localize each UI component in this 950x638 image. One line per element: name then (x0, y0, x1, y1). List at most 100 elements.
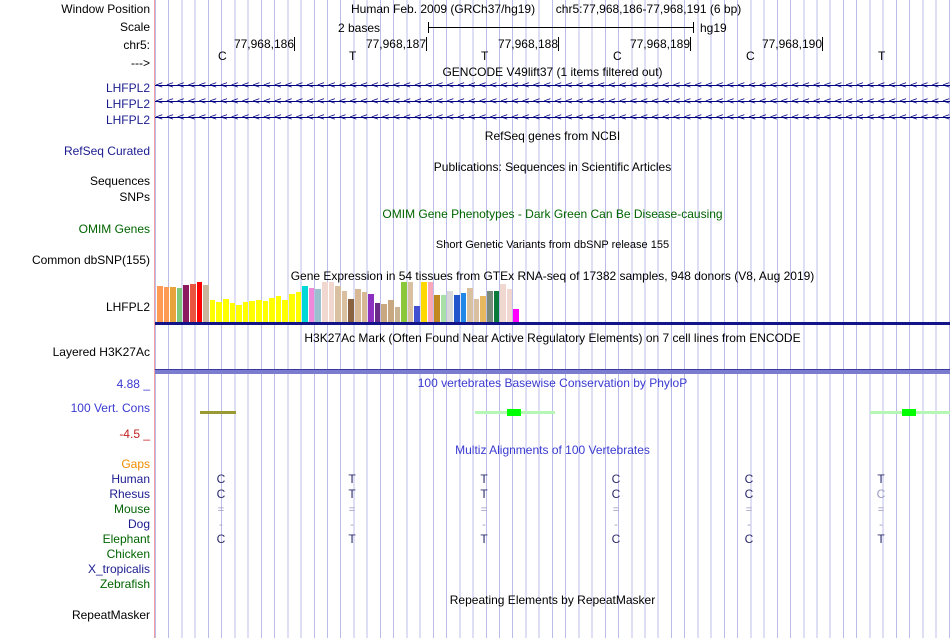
gtex-tissue-bar[interactable] (506, 289, 513, 322)
scale-bar-tick-right (693, 22, 694, 33)
conservation-peak (507, 409, 521, 416)
gtex-tissue-bar[interactable] (513, 309, 519, 322)
label-repeatmasker[interactable]: RepeatMasker (71, 608, 150, 622)
multiz-base: C (744, 487, 754, 501)
conservation-mark (200, 411, 236, 414)
gene-track-row-3[interactable]: <<<<<<<<<<<<<<<<<<<<<<<<<<<<<<<<<<<<<<<<… (155, 113, 950, 123)
gtex-tissue-bar[interactable] (473, 299, 480, 322)
multiz-base: C (744, 472, 754, 486)
gtex-tissue-bar[interactable] (249, 301, 255, 322)
multiz-alignment-rows[interactable]: C T T C C T C T T C C C = = = = = = - - - - - - C T T C C T (155, 458, 950, 593)
gtex-tissue-bar[interactable] (335, 286, 341, 322)
label-gtex-gene[interactable]: LHFPL2 (105, 300, 150, 314)
gtex-tissue-bar[interactable] (460, 293, 467, 322)
ruler-tick-mark (294, 37, 295, 51)
gtex-tissue-bar[interactable] (348, 299, 354, 322)
gtex-tissue-bar[interactable] (355, 289, 361, 322)
base-letter: C (746, 49, 755, 63)
gtex-tissue-bar[interactable] (454, 295, 460, 322)
gtex-tissue-bar[interactable] (256, 300, 262, 322)
gtex-tissue-bar[interactable] (421, 282, 427, 322)
gtex-tissue-bar[interactable] (236, 305, 242, 322)
label-common-dbsnp[interactable]: Common dbSNP(155) (31, 253, 150, 267)
gtex-tissue-bar[interactable] (341, 291, 348, 322)
gtex-tissue-bar[interactable] (487, 291, 493, 322)
gtex-tissue-bar[interactable] (229, 303, 236, 322)
gtex-baseline (155, 322, 950, 325)
gtex-tissue-bar[interactable] (302, 286, 308, 322)
gtex-tissue-bar[interactable] (388, 300, 394, 322)
track-title-gencode[interactable]: GENCODE V49lift37 (1 items filtered out) (442, 65, 663, 79)
track-title-phylop[interactable]: 100 vertebrates Basewise Conservation by… (417, 376, 688, 390)
gtex-tissue-bar[interactable] (394, 307, 401, 322)
gtex-tissue-bar[interactable] (209, 300, 216, 322)
gtex-tissue-bar[interactable] (328, 282, 335, 322)
label-layered-h3k27ac[interactable]: Layered H3K27Ac (52, 345, 150, 359)
ruler-tick-mark (822, 37, 823, 51)
conservation-data-row[interactable] (155, 405, 950, 421)
gtex-tissue-bar[interactable] (275, 296, 282, 322)
track-title-repeatmasker[interactable]: Repeating Elements by RepeatMasker (449, 593, 656, 607)
gtex-tissue-bar[interactable] (262, 301, 269, 322)
gtex-expression-barchart[interactable] (155, 278, 950, 322)
gtex-tissue-bar[interactable] (434, 295, 440, 322)
gtex-tissue-bar[interactable] (308, 288, 315, 322)
gene-track-row-1[interactable]: <<<<<<<<<<<<<<<<<<<<<<<<<<<<<<<<<<<<<<<<… (155, 81, 950, 91)
gtex-tissue-bar[interactable] (322, 282, 328, 322)
gtex-tissue-bar[interactable] (216, 302, 222, 322)
multiz-base: C (216, 487, 226, 501)
label-gene-lhfpl2-2[interactable]: LHFPL2 (105, 97, 150, 111)
multiz-base: T (877, 532, 885, 546)
track-title-multiz[interactable]: Multiz Alignments of 100 Vertebrates (455, 443, 650, 457)
gtex-tissue-bar[interactable] (196, 282, 203, 322)
gtex-tissue-bar[interactable] (170, 287, 176, 322)
gtex-tissue-bar[interactable] (190, 284, 196, 322)
gtex-tissue-bar[interactable] (440, 295, 447, 322)
label-gene-lhfpl2-1[interactable]: LHFPL2 (105, 81, 150, 95)
gene-track-row-2[interactable]: <<<<<<<<<<<<<<<<<<<<<<<<<<<<<<<<<<<<<<<<… (155, 97, 950, 107)
track-title-dbsnp[interactable]: Short Genetic Variants from dbSNP releas… (435, 239, 670, 251)
gtex-tissue-bar[interactable] (289, 294, 295, 322)
gtex-tissue-bar[interactable] (401, 282, 407, 322)
gtex-tissue-bar[interactable] (295, 292, 302, 322)
label-species-chicken: Chicken (106, 547, 150, 561)
label-100-vert-cons[interactable]: 100 Vert. Cons (70, 401, 150, 415)
gtex-tissue-bar[interactable] (163, 287, 170, 322)
ruler-tick-label: 77,968,188 (497, 37, 558, 51)
gtex-tissue-bar[interactable] (203, 285, 209, 322)
gtex-tissue-bar[interactable] (427, 282, 434, 322)
gtex-tissue-bar[interactable] (282, 300, 288, 322)
track-title-h3k27ac[interactable]: H3K27Ac Mark (Often Found Near Active Re… (304, 331, 801, 345)
gtex-tissue-bar[interactable] (480, 296, 486, 322)
label-refseq-curated[interactable]: RefSeq Curated (63, 144, 150, 158)
track-title-gtex[interactable]: Gene Expression in 54 tissues from GTEx … (290, 269, 815, 283)
base-letter: C (218, 49, 227, 63)
gtex-tissue-bar[interactable] (315, 289, 321, 322)
gtex-tissue-bar[interactable] (407, 282, 414, 322)
label-omim-genes[interactable]: OMIM Genes (78, 222, 150, 236)
gtex-tissue-bar[interactable] (368, 294, 374, 322)
gtex-tissue-bar[interactable] (381, 304, 387, 322)
browser-track-area[interactable]: Human Feb. 2009 (GRCh37/hg19) chr5:77,96… (155, 0, 950, 638)
gtex-tissue-bar[interactable] (447, 291, 453, 322)
label-scale: Scale (119, 20, 150, 34)
track-title-omim[interactable]: OMIM Gene Phenotypes - Dark Green Can Be… (382, 207, 723, 221)
scale-bar-label: 2 bases (337, 21, 380, 35)
gtex-tissue-bar[interactable] (157, 286, 163, 322)
gtex-tissue-bar[interactable] (183, 285, 189, 322)
gtex-tissue-bar[interactable] (374, 303, 381, 322)
track-title-refseq[interactable]: RefSeq genes from NCBI (484, 129, 621, 143)
gtex-tissue-bar[interactable] (414, 306, 420, 322)
gtex-tissue-bar[interactable] (500, 284, 506, 322)
multiz-base: T (348, 487, 356, 501)
gtex-tissue-bar[interactable] (269, 298, 275, 322)
track-title-publications[interactable]: Publications: Sequences in Scientific Ar… (433, 160, 672, 174)
ruler-tick-mark (558, 37, 559, 51)
gtex-tissue-bar[interactable] (223, 299, 229, 322)
label-gene-lhfpl2-3[interactable]: LHFPL2 (105, 113, 150, 127)
gtex-tissue-bar[interactable] (176, 288, 183, 322)
gtex-tissue-bar[interactable] (242, 302, 249, 322)
gtex-tissue-bar[interactable] (493, 291, 500, 322)
gtex-tissue-bar[interactable] (361, 292, 368, 322)
gtex-tissue-bar[interactable] (467, 288, 473, 322)
